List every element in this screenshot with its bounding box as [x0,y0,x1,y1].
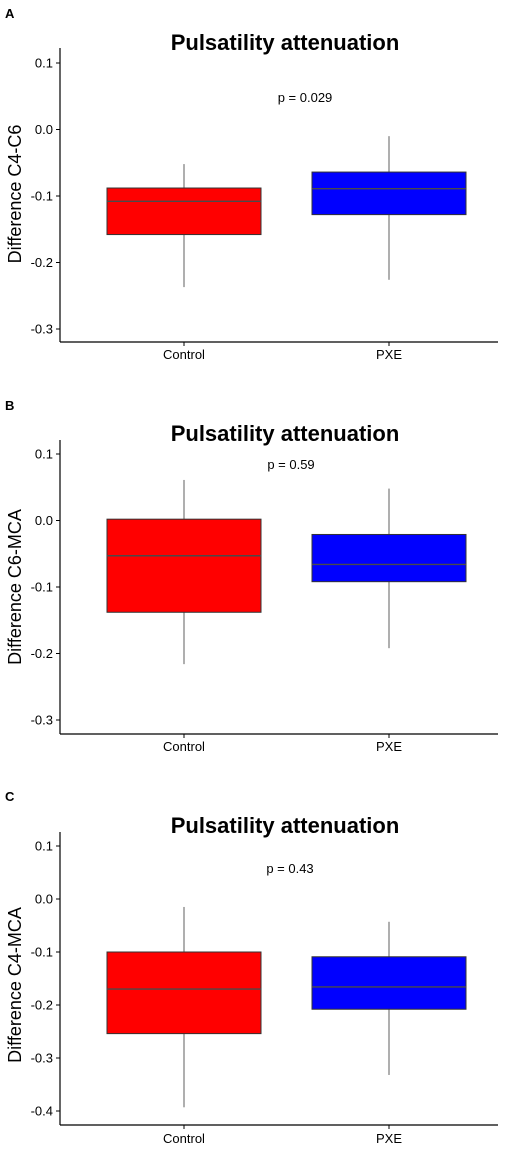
y-tick-label: 0.0 [35,892,53,907]
chart-title: Pulsatility attenuation [171,30,400,55]
y-tick-label: -0.3 [31,1051,53,1066]
y-tick-label: 0.0 [35,513,53,528]
panel-letter: C [5,789,15,804]
y-tick-label: -0.2 [31,255,53,270]
chart-title: Pulsatility attenuation [171,813,400,838]
p-value-annotation: p = 0.029 [278,90,333,105]
plot-area: 0.1 0.0 -0.1 -0.2 -0.3 [31,48,498,346]
panel-b: B Pulsatility attenuation Difference C6-… [5,398,498,754]
y-tick-label: -0.1 [31,580,53,595]
x-tick-label: PXE [376,739,402,754]
y-tick-label: -0.3 [31,713,53,728]
x-tick-label: Control [163,347,205,362]
p-value-annotation: p = 0.43 [266,861,313,876]
box-pxe [311,533,467,583]
y-tick-label: -0.2 [31,998,53,1013]
y-tick-label: -0.1 [31,945,53,960]
x-tick-label: PXE [376,347,402,362]
x-tick-label: Control [163,1131,205,1146]
y-tick-label: 0.1 [35,447,53,462]
y-tick-label: -0.3 [31,322,53,337]
y-tick-label: -0.2 [31,646,53,661]
p-value-annotation: p = 0.59 [267,457,314,472]
y-tick-label: 0.0 [35,122,53,137]
panel-letter: A [5,6,15,21]
y-tick-label: 0.1 [35,56,53,71]
plot-area: 0.1 0.0 -0.1 -0.2 -0.3 -0.4 [31,832,498,1129]
y-axis-label: Difference C4-MCA [5,907,25,1063]
box-control [106,187,262,236]
y-tick-label: 0.1 [35,839,53,854]
panel-letter: B [5,398,14,413]
y-axis-label: Difference C6-MCA [5,509,25,665]
chart-title: Pulsatility attenuation [171,421,400,446]
y-tick-label: -0.4 [31,1104,53,1119]
x-tick-label: PXE [376,1131,402,1146]
y-tick-label: -0.1 [31,189,53,204]
box-pxe [311,171,467,216]
box-control [106,951,262,1035]
panel-a: A Pulsatility attenuation Difference C4-… [5,6,498,362]
panel-c: C Pulsatility attenuation Difference C4-… [5,789,498,1146]
y-axis-label: Difference C4-C6 [5,125,25,264]
plot-area: 0.1 0.0 -0.1 -0.2 -0.3 [31,440,498,738]
x-tick-label: Control [163,739,205,754]
box-pxe [311,956,467,1010]
box-control [106,518,262,613]
